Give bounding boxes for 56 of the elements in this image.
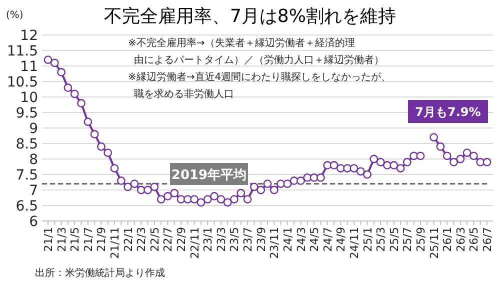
x-tick-label: 23/7 [242, 227, 255, 252]
chart-title: 不完全雇用率、7月は8%割れを維持 [104, 6, 396, 27]
y-tick-label: 6.5 [16, 198, 38, 214]
y-tick-label: 12 [20, 28, 38, 44]
y-tick-label: 11 [20, 59, 38, 75]
x-tick-label: 21/3 [55, 227, 68, 252]
x-tick-label: 22/5 [148, 227, 162, 252]
x-tick-label: 23/11 [268, 227, 282, 259]
x-tick-label: 21/7 [82, 227, 95, 252]
x-tick-label: 22/11 [188, 227, 202, 259]
x-tick-label: 21/9 [95, 227, 108, 252]
x-tick-label: 25/5 [388, 227, 401, 252]
y-tick-label: 7 [29, 183, 38, 199]
x-tick-label: 26/5 [468, 227, 481, 252]
x-tick-label: 23/9 [254, 227, 268, 252]
annotation: 7月も7.9% [415, 105, 481, 119]
y-tick-label: 11.5 [6, 44, 38, 60]
x-tick-label: 24/7 [321, 227, 334, 252]
x-tick-label: 21/5 [68, 227, 82, 252]
annotation: ※縁辺労働者→直近4週間にわたり職探しをしなかったが、 [128, 71, 392, 83]
x-tick-label: 25/11 [428, 227, 441, 259]
x-tick-label: 23/5 [228, 227, 242, 252]
x-tick-label: 24/3 [294, 227, 308, 252]
x-tick-label: 21/1 [42, 227, 55, 252]
x-tick-label: 25/7 [401, 227, 414, 252]
y-tick-label: 10 [20, 90, 38, 106]
x-tick-label: 26/3 [454, 227, 468, 252]
x-tick-label: 23/1 [202, 227, 215, 252]
y-tick-label: 9.5 [16, 106, 38, 122]
text: 出所：米労働統計局より作成 [35, 267, 165, 279]
y-tick-label: 8.5 [16, 136, 38, 152]
x-tick-label: 26/1 [441, 227, 454, 252]
y-tick-label: 9 [29, 121, 38, 137]
y-axis-title: (%) [6, 10, 24, 21]
ref-line-label: 2019年平均 [171, 168, 247, 183]
x-tick-label: 24/9 [334, 227, 348, 252]
y-tick-label: 7.5 [16, 168, 38, 184]
x-tick-label: 22/7 [162, 227, 175, 252]
x-tick-label: 26/7 [481, 227, 494, 252]
x-tick-label: 25/3 [374, 227, 388, 252]
y-tick-label: 8 [29, 152, 38, 168]
x-tick-label: 24/5 [308, 227, 322, 252]
x-tick-label: 22/3 [135, 227, 148, 252]
x-tick-label: 25/1 [361, 227, 374, 252]
x-tick-label: 22/1 [122, 227, 135, 252]
x-tick-label: 23/3 [214, 227, 228, 252]
x-tick-label: 22/9 [175, 227, 188, 252]
x-tick-label: 24/11 [348, 227, 361, 259]
annotation: 職を求める非労働人口 [134, 88, 234, 100]
y-tick-label: 6 [29, 214, 38, 230]
x-tick-label: 21/11 [108, 227, 122, 259]
annotation: 由によるパートタイム）／（労働力人口＋縁辺労働者） [134, 54, 384, 66]
x-tick-label: 24/1 [281, 227, 294, 252]
y-tick-label: 10.5 [6, 74, 38, 90]
x-tick-label: 25/9 [414, 227, 428, 252]
annotation: ※不完全雇用率→（失業者＋縁辺労働者＋経済的理 [128, 37, 355, 49]
